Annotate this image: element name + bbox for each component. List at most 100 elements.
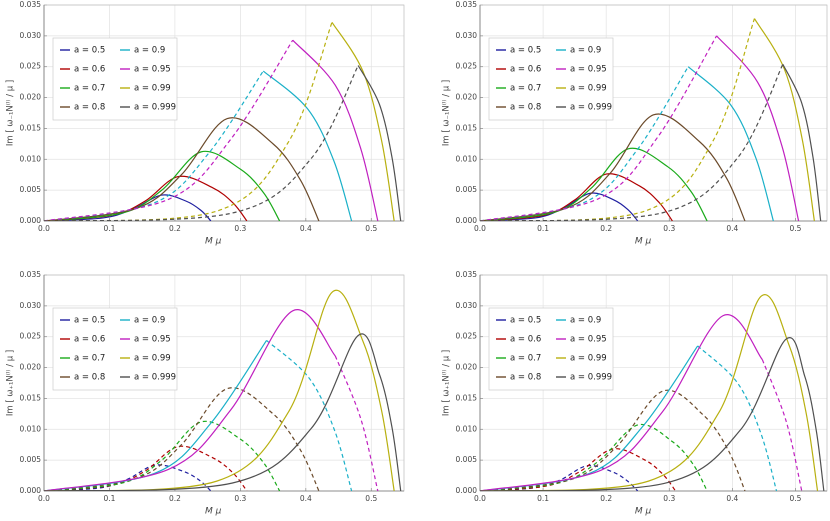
x-tick-label: 0.0 (38, 494, 50, 503)
x-axis-label: M μ (205, 507, 222, 517)
curve (44, 65, 359, 221)
legend-label: a = 0.5 (74, 46, 105, 56)
curve (480, 35, 718, 221)
y-tick-label: 0.030 (20, 31, 42, 40)
legend-label: a = 0.8 (74, 103, 105, 113)
legend-label: a = 0.6 (74, 65, 105, 75)
legend-label: a = 0.8 (74, 373, 105, 383)
x-tick-label: 0.2 (169, 494, 181, 503)
curve (44, 194, 212, 221)
x-tick-label: 0.4 (300, 494, 312, 503)
curve (716, 35, 800, 221)
curve (480, 63, 784, 221)
curve (44, 117, 320, 221)
legend-label: a = 0.9 (134, 316, 165, 326)
legend-label: a = 0.7 (510, 354, 541, 364)
legend-label: a = 0.95 (134, 335, 171, 345)
legend-label: a = 0.8 (510, 103, 541, 113)
curve (266, 339, 353, 491)
legend-label: a = 0.95 (570, 65, 607, 75)
curve (44, 22, 333, 221)
legend: a = 0.5 a = 0.6 a = 0.7 a = 0.8 a = 0.9 a = 0… (52, 37, 178, 121)
curve (44, 464, 212, 491)
legend-label: a = 0.95 (134, 65, 171, 75)
x-tick-label: 0.3 (234, 494, 246, 503)
curve (782, 63, 822, 221)
y-tick-label: 0.005 (456, 455, 478, 464)
y-tick-label: 0.035 (20, 0, 42, 9)
x-tick-label: 0.1 (537, 494, 549, 503)
y-tick-label: 0.015 (456, 393, 478, 402)
curve (44, 289, 395, 491)
curve (753, 18, 815, 221)
y-tick-label: 0.035 (456, 0, 478, 9)
y-axis-label: Im [ ω₊₁N⁽ᴵ⁾ / μ ] (6, 350, 16, 416)
curve (44, 333, 402, 491)
legend-label: a = 0.95 (570, 335, 607, 345)
curve (44, 387, 320, 491)
legend-label: a = 0.99 (570, 84, 607, 94)
y-tick-label: 0.010 (20, 424, 42, 433)
curve (262, 70, 353, 221)
x-tick-label: 0.4 (726, 494, 738, 503)
curve (44, 39, 294, 221)
y-tick-label: 0.010 (456, 154, 478, 163)
x-tick-label: 0.4 (300, 224, 312, 233)
legend: a = 0.5 a = 0.6 a = 0.7 a = 0.8 a = 0.9 a = 0… (52, 307, 178, 391)
curve (44, 420, 281, 491)
legend-box (488, 307, 614, 391)
y-tick-label: 0.005 (456, 185, 478, 194)
y-tick-label: 0.010 (20, 154, 42, 163)
y-tick-label: 0.015 (20, 393, 42, 402)
legend-label: a = 0.5 (510, 46, 541, 56)
legend-label: a = 0.999 (570, 103, 612, 113)
legend-label: a = 0.9 (570, 316, 601, 326)
x-tick-label: 0.5 (365, 494, 377, 503)
curve (480, 389, 746, 491)
y-tick-label: 0.035 (20, 270, 42, 279)
x-tick-label: 0.2 (600, 494, 612, 503)
x-tick-label: 0.5 (789, 224, 801, 233)
curve (480, 113, 746, 221)
legend: a = 0.5 a = 0.6 a = 0.7 a = 0.8 a = 0.9 a = 0… (488, 307, 614, 391)
y-tick-label: 0.000 (20, 216, 42, 225)
legend: a = 0.5 a = 0.6 a = 0.7 a = 0.8 a = 0.9 a = 0… (488, 37, 614, 121)
legend-label: a = 0.6 (510, 65, 541, 75)
y-tick-label: 0.025 (20, 332, 42, 341)
x-tick-label: 0.3 (234, 224, 246, 233)
y-tick-label: 0.000 (456, 486, 478, 495)
legend-box (52, 307, 178, 391)
curve (480, 314, 763, 491)
legend-label: a = 0.7 (74, 84, 105, 94)
x-tick-label: 0.2 (169, 224, 181, 233)
panel: 0.000 0.005 0.010 0.015 0.020 0.025 0.030 0.035… (6, 270, 405, 517)
legend-label: a = 0.99 (570, 354, 607, 364)
y-tick-label: 0.025 (456, 62, 478, 71)
y-tick-label: 0.020 (20, 93, 42, 102)
legend-label: a = 0.6 (74, 335, 105, 345)
y-tick-label: 0.005 (20, 455, 42, 464)
x-tick-label: 0.0 (474, 494, 486, 503)
x-tick-label: 0.5 (789, 494, 801, 503)
y-tick-label: 0.000 (456, 216, 478, 225)
legend-label: a = 0.9 (134, 46, 165, 56)
legend-box (52, 37, 178, 121)
y-axis-label: Im [ ω₋₁N⁽ᴵ⁾ / μ ] (6, 80, 16, 146)
curve (44, 175, 248, 221)
curve (357, 65, 402, 221)
curve (761, 359, 803, 491)
y-axis-label: Im [ ω₋₁N⁽ᴵ⁾ / μ ] (442, 80, 452, 146)
curve (480, 192, 639, 221)
legend-label: a = 0.5 (74, 316, 105, 326)
curve (44, 309, 336, 491)
curve (480, 147, 708, 221)
x-tick-label: 0.4 (726, 224, 738, 233)
y-tick-label: 0.020 (20, 363, 42, 372)
legend-label: a = 0.7 (510, 84, 541, 94)
y-tick-label: 0.025 (20, 62, 42, 71)
legend-label: a = 0.999 (134, 103, 176, 113)
y-tick-label: 0.035 (456, 270, 478, 279)
curve (687, 66, 774, 221)
